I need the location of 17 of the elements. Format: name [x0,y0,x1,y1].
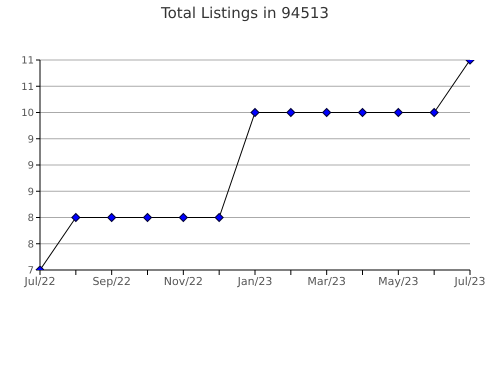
x-tick-label: Sep/22 [92,274,131,288]
y-tick-label: 11 [21,56,34,67]
y-tick-label: 11 [21,82,34,93]
y-tick-label: 9 [28,186,34,198]
y-tick-label: 7 [28,266,34,277]
y-tick-label: 8 [28,213,34,224]
x-tick-label: Jan/23 [236,274,272,288]
y-tick-label: 8 [28,239,34,250]
x-tick-label: Jul/23 [454,274,486,288]
x-tick-label: May/23 [378,274,419,288]
chart-title: Total Listings in 94513 [160,4,330,22]
y-tick-label: 10 [21,108,34,120]
x-tick-label: Jul/22 [24,274,56,288]
x-tick-label: Mar/23 [307,274,346,288]
x-tick-label: Nov/22 [164,274,203,288]
y-tick-label: 9 [28,134,34,146]
y-tick-label: 9 [28,160,34,172]
